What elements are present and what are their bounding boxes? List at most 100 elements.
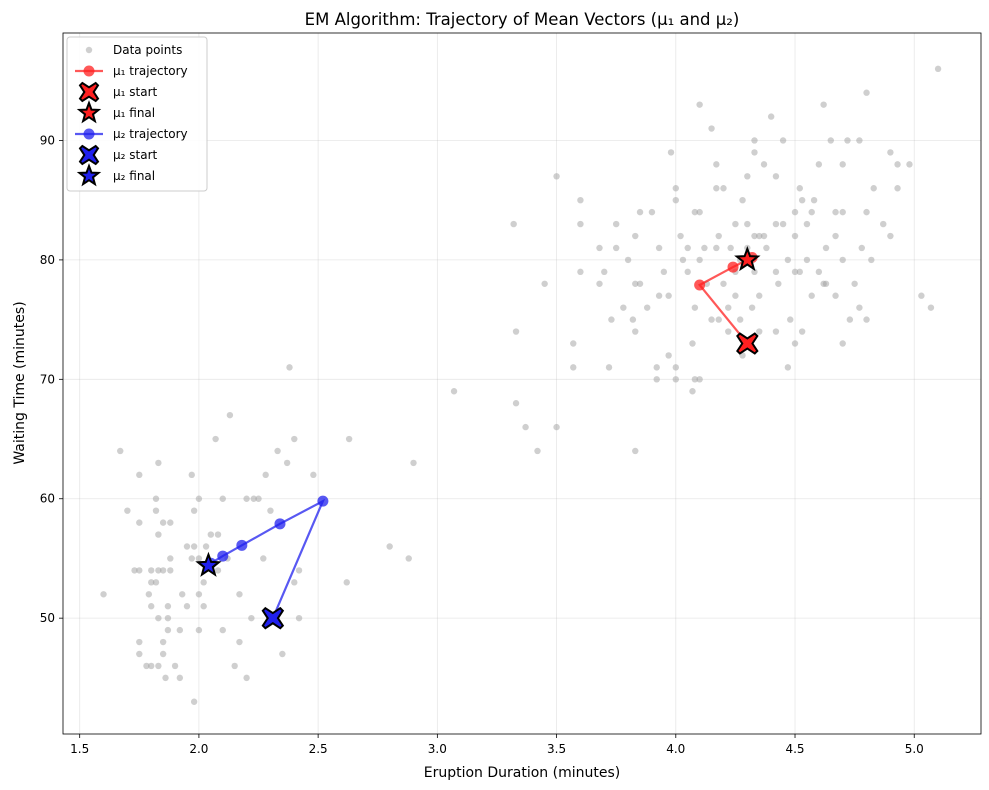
- data-point: [155, 459, 162, 467]
- data-point: [796, 268, 803, 276]
- data-point: [570, 340, 577, 347]
- data-point: [145, 591, 153, 598]
- data-point: [887, 149, 894, 156]
- data-point: [164, 603, 172, 610]
- data-point: [231, 662, 238, 670]
- data-point: [117, 447, 124, 455]
- data-point: [176, 626, 184, 634]
- legend-marker-dot: [83, 128, 95, 140]
- data-point: [679, 256, 687, 264]
- legend-marker-final: [76, 163, 102, 187]
- data-point: [772, 173, 780, 180]
- data-point: [632, 447, 639, 455]
- data-point: [310, 471, 317, 479]
- data-point: [934, 65, 942, 73]
- mu2-trajectory-point: [317, 495, 329, 507]
- data-point: [887, 232, 894, 240]
- data-point: [283, 459, 291, 467]
- plot-area: 1.5 2.0 2.5 3.0 3.5 4.0 4.5 5.0 50 60 70 80 90: [40, 32, 982, 756]
- data-point: [846, 316, 854, 323]
- data-point: [851, 280, 858, 287]
- data-point: [880, 220, 887, 228]
- data-point: [715, 232, 722, 240]
- y-ticks: 50 60 70 80 90: [40, 133, 63, 625]
- data-point: [136, 567, 143, 574]
- legend-marker-start: [78, 81, 100, 103]
- mu2-start-marker: [261, 606, 285, 630]
- mu2-trajectory-point: [274, 518, 286, 530]
- data-point: [772, 220, 780, 228]
- data-point: [250, 495, 257, 502]
- data-point: [632, 328, 639, 335]
- legend-box: [66, 36, 208, 192]
- data-point: [839, 208, 846, 216]
- legend-label: μ₁ trajectory: [113, 64, 188, 78]
- data-point: [605, 364, 613, 371]
- data-point: [832, 292, 839, 299]
- data-point: [541, 280, 548, 287]
- y-tick-label: 90: [40, 133, 55, 147]
- data-point: [810, 196, 818, 204]
- data-point: [822, 244, 830, 252]
- x-axis-label: Eruption Duration (minutes): [424, 765, 620, 781]
- data-point: [159, 519, 167, 526]
- data-point: [767, 113, 775, 120]
- data-point: [672, 376, 679, 383]
- data-point: [803, 220, 811, 228]
- data-point: [720, 185, 727, 192]
- data-point: [763, 244, 770, 252]
- data-point: [553, 423, 560, 431]
- data-point: [691, 208, 699, 216]
- data-point: [274, 447, 281, 455]
- data-point: [131, 567, 138, 574]
- data-point: [188, 555, 195, 562]
- data-point: [751, 149, 758, 156]
- data-point: [863, 89, 870, 96]
- data-point: [665, 352, 672, 359]
- legend-label: Data points: [113, 43, 182, 57]
- y-tick-label: 60: [40, 492, 55, 506]
- data-point: [796, 185, 803, 192]
- data-point: [696, 256, 703, 264]
- data-point: [689, 340, 696, 347]
- grid-lines: [63, 33, 981, 734]
- data-point: [858, 244, 865, 252]
- data-point: [803, 256, 811, 264]
- data-point: [839, 340, 846, 347]
- data-point: [832, 232, 839, 240]
- data-points-series: [100, 65, 942, 705]
- data-point: [226, 411, 234, 419]
- data-point: [214, 531, 222, 538]
- x-ticks: 1.5 2.0 2.5 3.0 3.5 4.0 4.5 5.0: [70, 734, 924, 756]
- y-tick-label: 70: [40, 372, 55, 386]
- x-tick-label: 3.5: [547, 742, 566, 756]
- data-point: [863, 316, 870, 323]
- data-point: [608, 316, 615, 323]
- data-point: [708, 125, 715, 132]
- data-point: [601, 268, 608, 276]
- data-point: [751, 268, 758, 276]
- data-point: [188, 471, 195, 479]
- data-point: [648, 208, 656, 216]
- legend-label: μ₁ final: [113, 106, 155, 120]
- data-point: [171, 662, 179, 670]
- data-point: [784, 256, 792, 264]
- data-point: [159, 638, 167, 646]
- data-point: [653, 376, 660, 383]
- legend: Data points μ₁ trajectory μ₁ start μ₁ final…: [66, 36, 208, 192]
- data-point: [791, 268, 799, 276]
- data-point: [660, 268, 668, 276]
- x-tick-label: 4.0: [666, 742, 685, 756]
- x-tick-label: 2.0: [189, 742, 208, 756]
- data-point: [808, 208, 815, 216]
- x-tick-label: 2.5: [309, 742, 328, 756]
- data-point: [696, 208, 703, 216]
- data-point: [148, 567, 155, 574]
- data-point: [279, 650, 286, 658]
- legend-label: μ₁ start: [113, 85, 158, 99]
- data-point: [632, 280, 639, 287]
- data-point: [715, 316, 722, 323]
- data-point: [927, 304, 935, 311]
- data-point: [756, 328, 763, 335]
